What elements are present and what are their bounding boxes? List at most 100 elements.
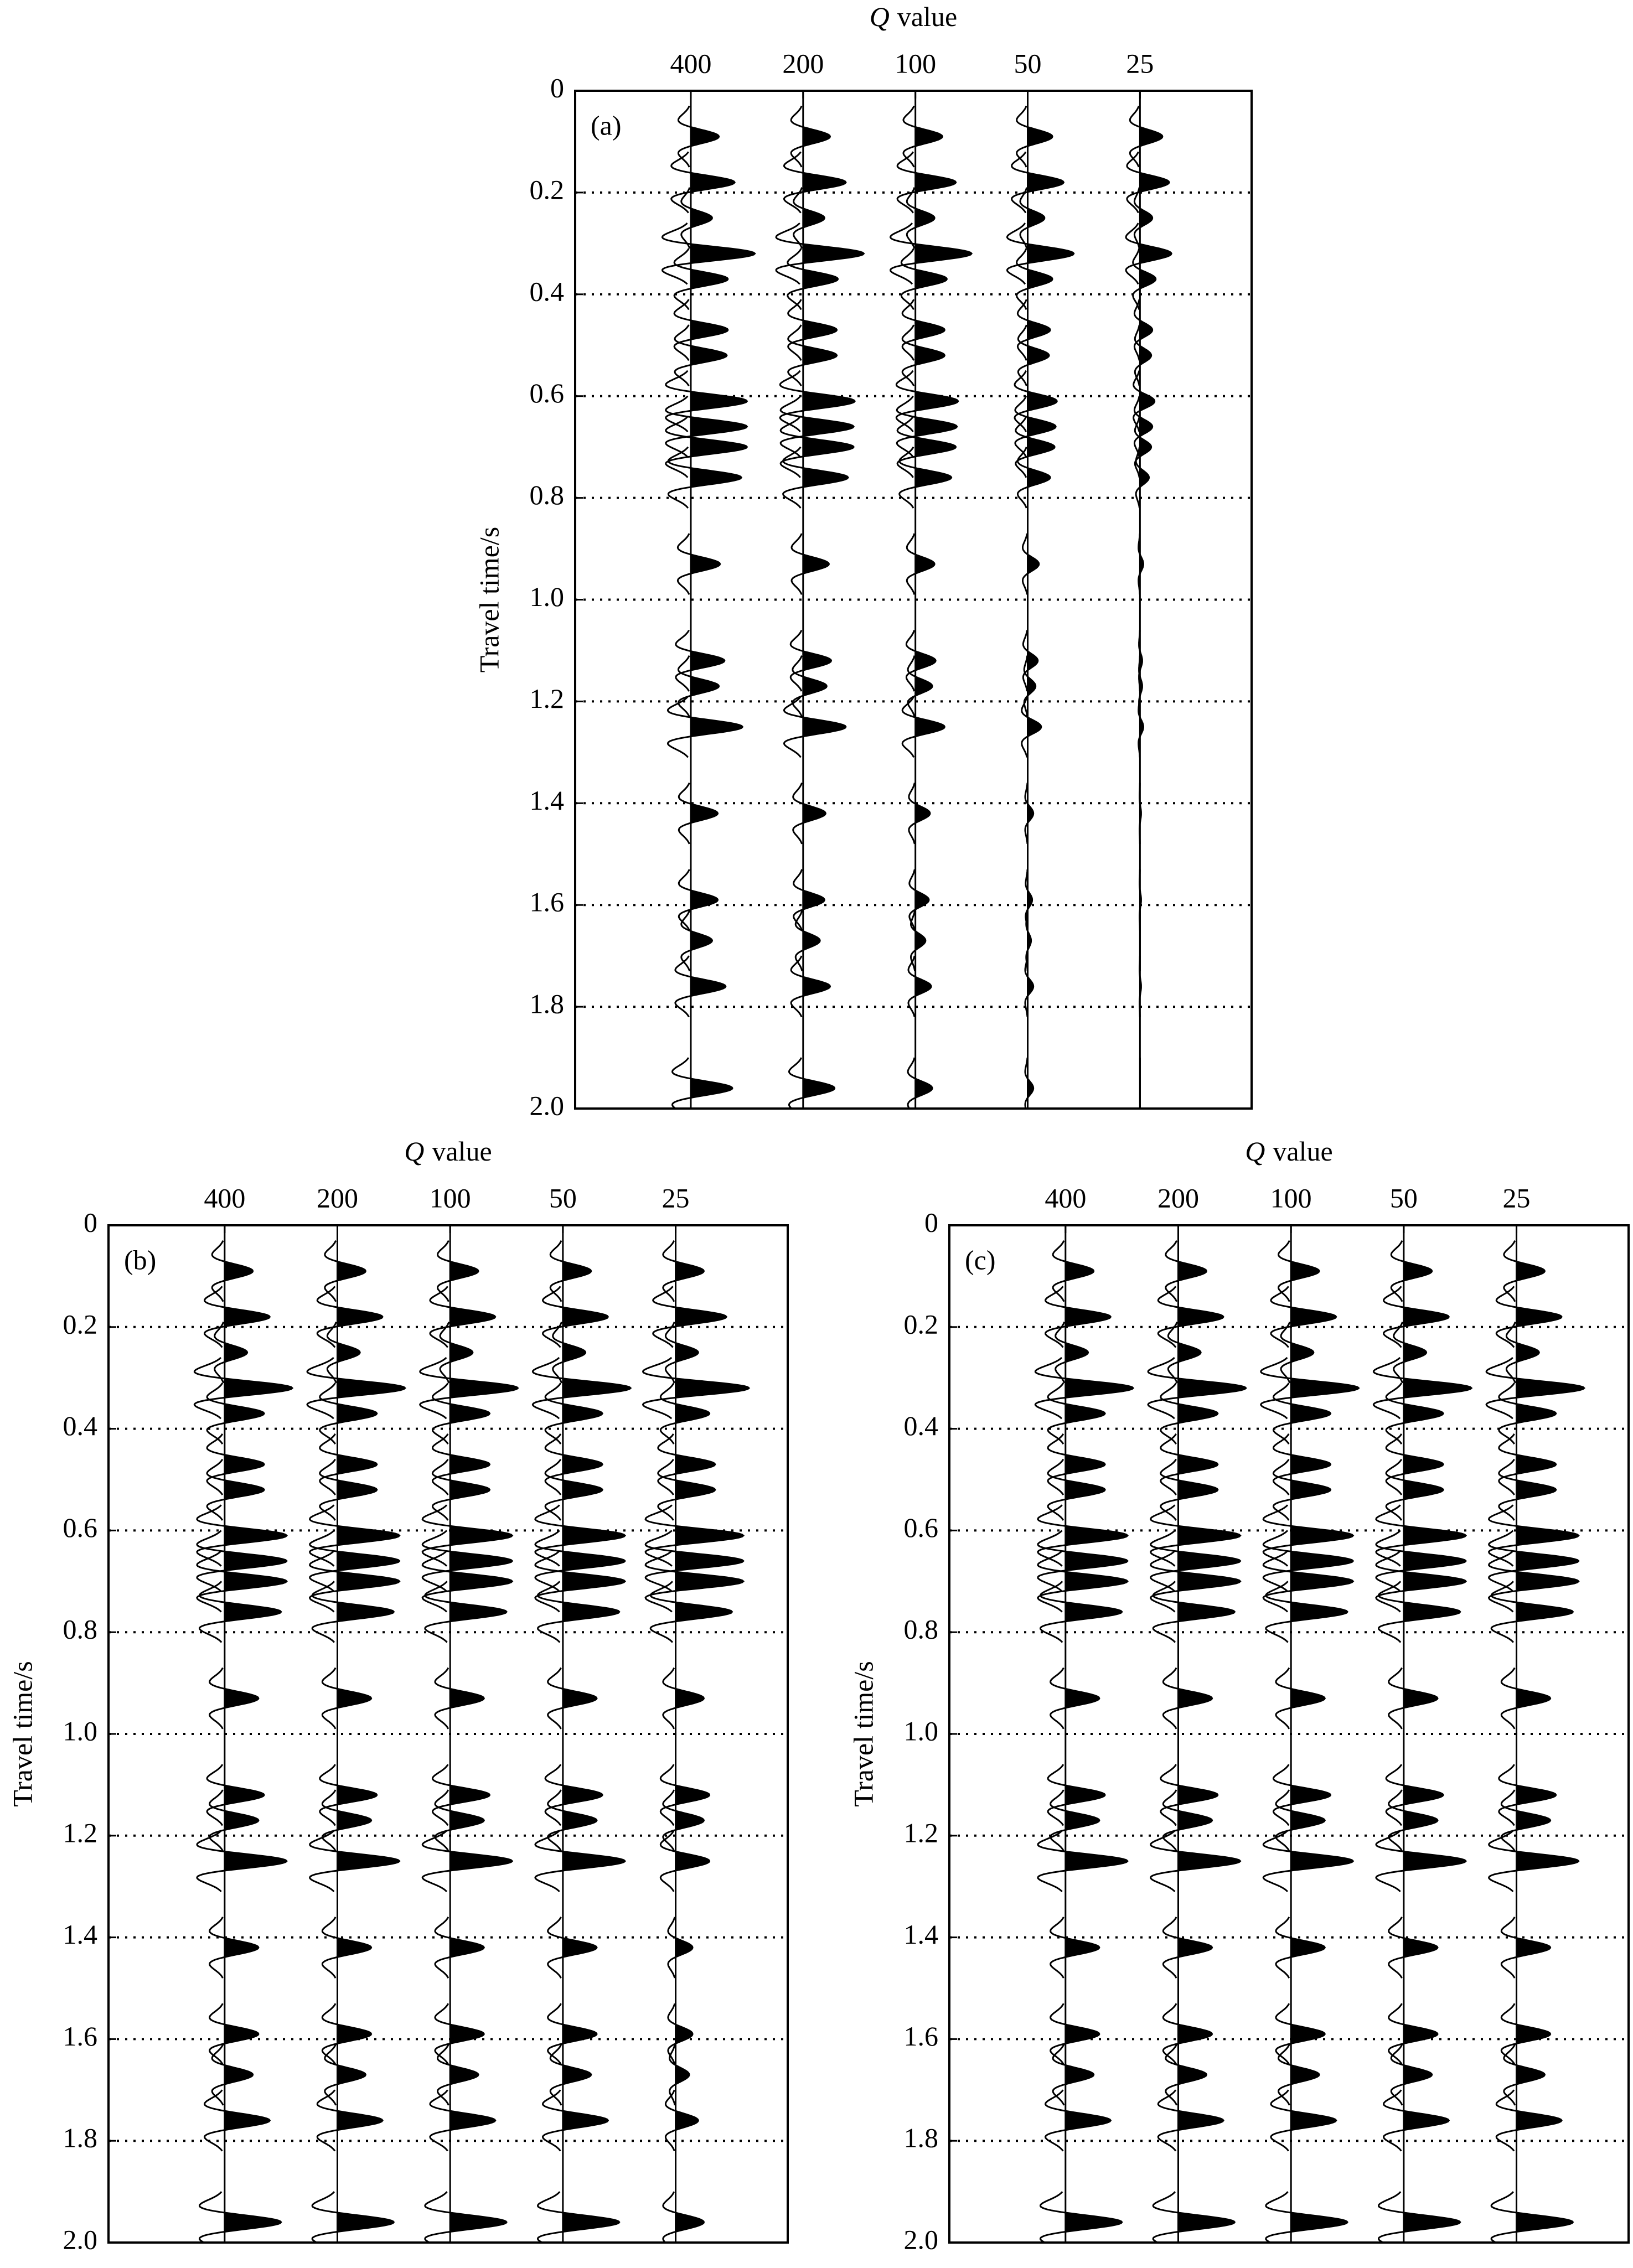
- wavelet: [1280, 1322, 1315, 1384]
- wavelet-fill: [450, 1454, 490, 1474]
- wavelet: [1044, 1286, 1112, 1348]
- wavelet-fill: [1027, 931, 1031, 950]
- wavelet: [536, 1581, 621, 1643]
- wavelet: [790, 533, 830, 595]
- wavelet-fill: [1027, 468, 1051, 488]
- wavelet-fill: [562, 2111, 608, 2130]
- wavelet: [1500, 1667, 1552, 1730]
- wavelet-fill: [562, 1378, 631, 1398]
- x-axis-label: value: [1273, 1136, 1332, 1167]
- wavelet: [1490, 1581, 1574, 1643]
- wavelet-fill: [803, 437, 854, 457]
- wavelet: [1050, 1917, 1100, 1979]
- wavelet-fill: [690, 127, 719, 146]
- wavelet-fill: [1178, 1602, 1235, 1622]
- wavelet: [434, 1789, 485, 1852]
- wavelet: [544, 1433, 604, 1495]
- wavelet: [1152, 2191, 1236, 2244]
- wavelet-fill: [915, 208, 935, 228]
- wavelet-fill: [803, 270, 838, 289]
- wavelet: [439, 1322, 474, 1384]
- wavelet: [1275, 1667, 1326, 1730]
- wavelet-fill: [1403, 1454, 1444, 1474]
- y-tick-label: 0: [924, 1207, 938, 1237]
- wavelet-fill: [1065, 2213, 1122, 2232]
- wavelet: [1132, 248, 1157, 310]
- wavelet: [1019, 187, 1046, 249]
- wavelet: [677, 105, 720, 168]
- wavelet: [1050, 1667, 1100, 1730]
- wavelet-fill: [337, 1378, 405, 1398]
- wavelet-fill: [450, 1851, 513, 1871]
- wavelet: [1385, 1764, 1445, 1826]
- wavelet-fill: [675, 1261, 704, 1281]
- wavelet-fill: [1516, 1307, 1562, 1327]
- wavelet-fill: [1065, 1307, 1111, 1327]
- wavelet: [319, 1458, 378, 1521]
- wavelet-fill: [690, 717, 743, 737]
- wavelet-fill: [1140, 208, 1153, 228]
- wavelet: [1138, 696, 1145, 758]
- wavelet-fill: [1516, 1261, 1545, 1281]
- wavelet: [1160, 1433, 1219, 1495]
- wavelet-fill: [915, 554, 935, 574]
- wavelet: [1022, 630, 1039, 692]
- wavelet-fill: [1065, 1343, 1088, 1362]
- wavelet-fill: [1516, 1454, 1556, 1474]
- wavelet-fill: [690, 270, 728, 289]
- wavelet-fill: [337, 1261, 366, 1281]
- wavelet-fill: [803, 320, 837, 340]
- wavelet: [429, 2089, 497, 2152]
- wavelet: [642, 1356, 751, 1420]
- wavelet-fill: [690, 391, 747, 411]
- plot-frame: [107, 1224, 789, 2244]
- wavelet-fill: [915, 468, 952, 488]
- wavelet: [901, 324, 946, 386]
- wavelet-fill: [915, 437, 956, 457]
- wavelet: [1024, 783, 1035, 845]
- wavelet: [324, 2043, 367, 2106]
- wavelet: [1133, 187, 1154, 249]
- wavelet: [1149, 1530, 1242, 1592]
- wavelet-fill: [1291, 1307, 1336, 1327]
- wavelet-fill: [1291, 1261, 1320, 1281]
- wavelet: [1147, 1356, 1247, 1420]
- wavelet-fill: [224, 2065, 253, 2084]
- wavelet: [429, 1286, 497, 1348]
- wavelet: [1500, 2003, 1552, 2065]
- wavelet: [906, 533, 936, 595]
- wavelet-fill: [690, 468, 742, 488]
- wavelet: [1487, 1530, 1580, 1592]
- wavelet-fill: [1516, 2213, 1573, 2232]
- wavelet-fill: [1140, 417, 1153, 437]
- wavelet: [1126, 151, 1170, 214]
- wavelet: [1375, 1550, 1467, 1613]
- wavelet-fill: [1027, 651, 1038, 671]
- wavelet-fill: [1403, 1526, 1466, 1545]
- wavelet: [549, 2043, 592, 2106]
- wavelet-fill: [690, 437, 747, 457]
- wavelet-fill: [1178, 2065, 1207, 2084]
- wavelet: [1500, 1917, 1552, 1979]
- wavelet-fill: [224, 1785, 265, 1805]
- wavelet: [907, 1057, 933, 1109]
- wavelet: [1157, 2089, 1224, 2152]
- wavelet: [1139, 783, 1142, 844]
- wavelet-fill: [1403, 2065, 1432, 2084]
- wavelet: [549, 1240, 592, 1302]
- y-tick-label: 0.4: [904, 1410, 939, 1441]
- wavelet-fill: [1291, 1343, 1314, 1362]
- wavelet-fill: [224, 1811, 259, 1830]
- wavelet: [1015, 416, 1056, 478]
- wavelet-fill: [1291, 1551, 1353, 1571]
- wavelet-fill: [1178, 1526, 1241, 1545]
- y-tick-label: 1.6: [530, 887, 565, 918]
- x-tick-label: 200: [1157, 1182, 1199, 1213]
- wavelet: [1490, 2191, 1574, 2244]
- wavelet-fill: [1291, 1689, 1325, 1708]
- wavelet-fill: [915, 1079, 933, 1098]
- wavelet: [1021, 696, 1042, 758]
- wavelet: [534, 1530, 627, 1592]
- wavelet-fill: [675, 2065, 689, 2084]
